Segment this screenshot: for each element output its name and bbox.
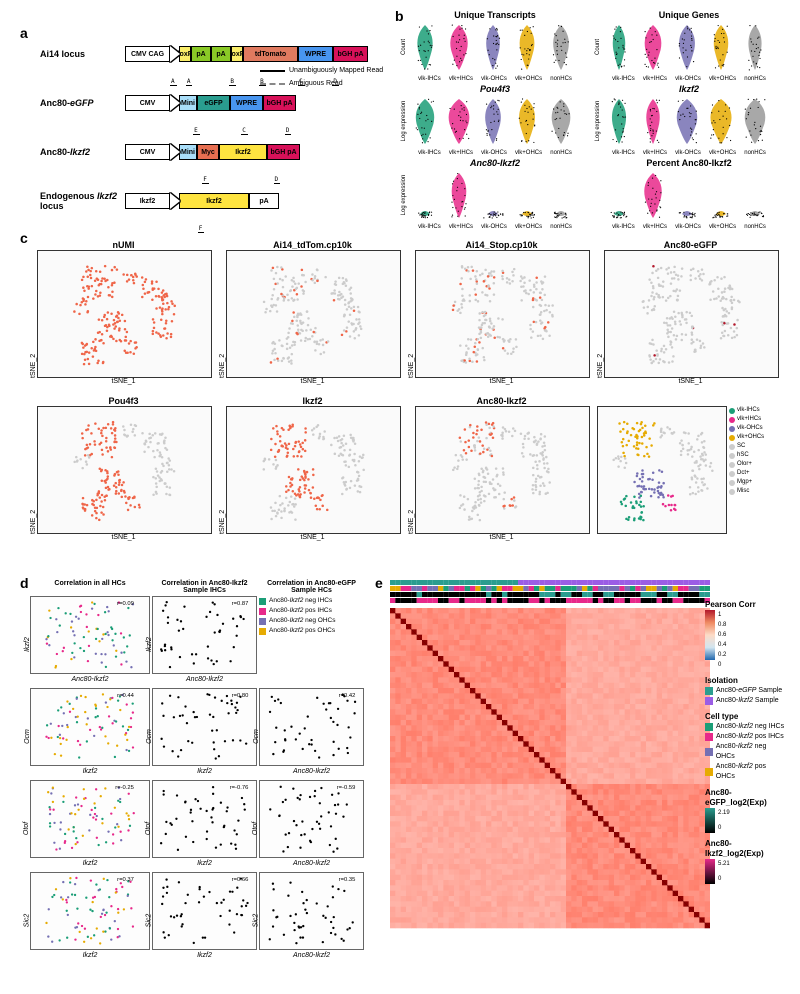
panel-a-label: a <box>20 25 28 41</box>
svg-text:Log expression: Log expression <box>401 175 407 216</box>
panel-a-legend: Unambiguously Mapped Read Ambiguous Read <box>260 65 383 91</box>
svg-text:r=0.35: r=0.35 <box>339 877 356 883</box>
svg-text:Log expression: Log expression <box>401 101 407 142</box>
panel-e: Pearson Corr10.80.60.40.20IsolationAnc80… <box>380 580 780 952</box>
panel-d-label: d <box>20 575 29 591</box>
heatmap <box>380 580 710 950</box>
heatmap-legend: Pearson Corr10.80.60.40.20IsolationAnc80… <box>705 600 785 890</box>
svg-text:r=0.09: r=0.09 <box>117 601 134 607</box>
svg-text:Count: Count <box>401 39 407 55</box>
svg-text:r=0.37: r=0.37 <box>117 877 134 883</box>
svg-text:r=0.80: r=0.80 <box>232 693 249 699</box>
svg-text:r=-0.59: r=-0.59 <box>337 785 356 791</box>
svg-text:Count: Count <box>595 39 601 55</box>
panel-c: nUMItSNE_2tSNE_1Ai14_tdTom.cp10ktSNE_2tS… <box>30 240 785 550</box>
svg-text:r=0.42: r=0.42 <box>339 693 356 699</box>
svg-text:r=-0.25: r=-0.25 <box>115 785 134 791</box>
svg-text:r=0.66: r=0.66 <box>232 877 249 883</box>
panel-c-label: c <box>20 230 28 246</box>
svg-text:Log expression: Log expression <box>595 101 601 142</box>
panel-d: Correlation in all HCsCorrelation in Anc… <box>30 580 370 962</box>
panel-b: Unique TranscriptsCountvlk-IHCsvlk+IHCsv… <box>400 10 790 228</box>
svg-text:r=-0.76: r=-0.76 <box>230 785 249 791</box>
svg-text:r=0.44: r=0.44 <box>117 693 134 699</box>
svg-text:r=0.87: r=0.87 <box>232 601 249 607</box>
